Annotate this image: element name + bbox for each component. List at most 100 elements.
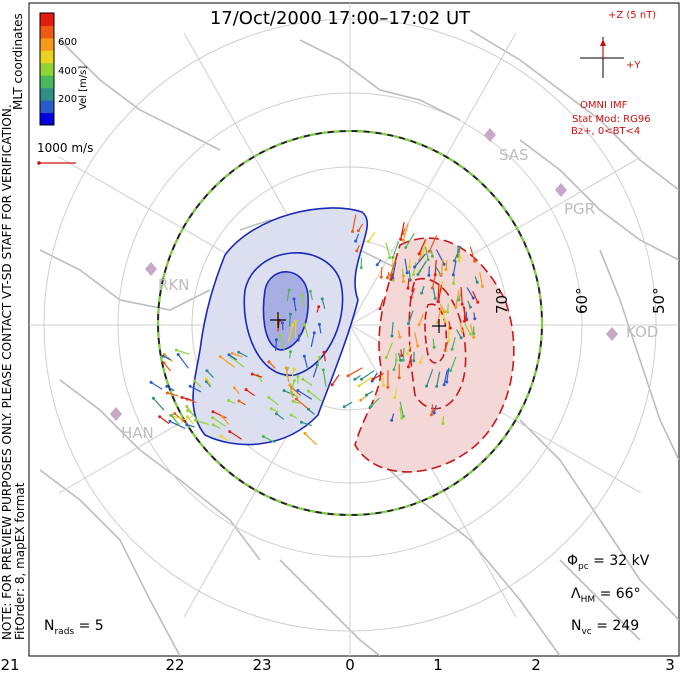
velocity-vector-origin: [227, 353, 231, 357]
velocity-vector: [456, 329, 462, 339]
velocity-vector-origin: [321, 368, 325, 372]
velocity-vector-origin: [375, 263, 379, 267]
velocity-vector-origin: [284, 366, 288, 370]
velocity-vector-origin: [274, 338, 278, 342]
velocity-vector-origin: [401, 358, 405, 362]
velocity-vector-origin: [356, 229, 360, 233]
hm-boundary-latitude: ΛHM = 66°: [571, 586, 641, 605]
velocity-vector: [301, 295, 305, 307]
velocity-vector: [418, 239, 427, 255]
velocity-vector-origin: [296, 375, 300, 379]
velocity-vector-origin: [417, 323, 421, 327]
velocity-vector: [321, 298, 326, 309]
latitude-label-60: 60°: [573, 287, 591, 314]
mlt-label-3: 3: [665, 656, 675, 674]
velocity-vector-origin: [460, 302, 464, 306]
vector-scale-marker: [37, 161, 76, 165]
velocity-vector: [441, 307, 446, 322]
velocity-vector-origin: [292, 367, 296, 371]
velocity-vector: [391, 322, 394, 337]
mlt-label-2: 2: [531, 656, 541, 674]
velocity-vector-origin: [443, 319, 447, 323]
velocity-vector-origin: [389, 277, 393, 281]
velocity-vector-origin: [269, 407, 273, 411]
velocity-vector: [400, 222, 405, 240]
velocity-vector-origin: [452, 282, 456, 285]
velocity-vector-origin: [317, 322, 321, 326]
velocity-vector-origin: [317, 305, 321, 309]
velocity-vector-origin: [185, 405, 189, 408]
velocity-vector: [443, 369, 448, 385]
velocity-vector-origin: [370, 404, 374, 407]
velocity-vector-origin: [433, 273, 437, 277]
velocity-vector: [464, 323, 472, 335]
velocity-vector-origin: [468, 305, 472, 309]
velocity-vector: [408, 269, 411, 281]
velocity-vector: [380, 267, 383, 278]
velocity-vector-origin: [390, 418, 394, 422]
mlt-label-23: 23: [252, 656, 272, 674]
velocity-vector-origin: [351, 230, 354, 233]
velocity-vector: [195, 419, 209, 426]
positive-inner-contour: [408, 277, 467, 410]
positive-cell: [354, 237, 515, 473]
velocity-vector-origin: [457, 298, 461, 302]
velocity-vector-origin: [282, 389, 286, 393]
velocity-vector: [445, 260, 448, 270]
velocity-vector: [163, 362, 171, 372]
velocity-vector: [405, 232, 415, 248]
velocity-vector: [159, 416, 170, 425]
velocity-vector: [189, 385, 202, 393]
velocity-vector: [351, 214, 357, 232]
velocity-vector: [287, 324, 294, 343]
velocity-vector-origin: [230, 351, 234, 355]
velocity-vector-origin: [391, 278, 395, 282]
velocity-vector: [444, 341, 449, 351]
velocity-vector-origin: [409, 295, 413, 299]
velocity-vector: [229, 431, 243, 440]
velocity-vector: [422, 240, 427, 257]
velocity-vector-origin: [441, 422, 445, 425]
velocity-vector-origin: [426, 258, 430, 262]
velocity-vector: [404, 258, 408, 273]
velocity-vector-origin: [161, 354, 165, 358]
velocity-vector-origin: [459, 336, 463, 340]
station-label-han: HAN: [121, 424, 154, 442]
velocity-vector-origin: [218, 355, 222, 359]
velocity-vector: [406, 343, 412, 354]
velocity-vector: [318, 324, 322, 334]
velocity-vector-origin: [430, 413, 433, 417]
velocity-vector: [407, 278, 410, 289]
velocity-vector: [426, 369, 434, 387]
velocity-vector-origin: [301, 377, 305, 381]
velocity-vector: [432, 287, 436, 299]
colorbar-segment: [40, 37, 54, 51]
velocity-vector-origin: [473, 259, 477, 263]
velocity-vector: [451, 337, 456, 350]
velocity-vector-origin: [455, 254, 459, 258]
velocity-vector: [381, 373, 385, 386]
velocity-vector-origin: [320, 297, 324, 301]
velocity-vector: [186, 416, 194, 425]
velocity-vector-origin: [386, 276, 389, 280]
velocity-vector-origin: [450, 347, 454, 351]
velocity-vector-origin: [204, 380, 208, 383]
velocity-vector-origin: [442, 383, 446, 387]
velocity-vector: [252, 373, 263, 378]
velocity-vector-origin: [176, 353, 180, 356]
velocity-vector-origin: [432, 411, 436, 415]
velocity-vector-origin: [432, 345, 436, 349]
station-label-kod: KOD: [626, 323, 659, 341]
velocity-vector-origin: [378, 307, 382, 311]
velocity-vector: [220, 356, 235, 368]
velocity-vector-origin: [448, 326, 452, 330]
velocity-vector-origin: [443, 310, 446, 314]
velocity-vector-origin: [366, 239, 370, 243]
velocity-vector: [407, 310, 414, 324]
colorbar-frame: [39, 12, 55, 126]
velocity-vector-origin: [392, 368, 396, 372]
velocity-vector: [302, 378, 313, 387]
velocity-vector-origin: [244, 388, 248, 392]
velocity-vector-origin: [416, 344, 420, 348]
velocity-vector-origin: [357, 384, 361, 388]
